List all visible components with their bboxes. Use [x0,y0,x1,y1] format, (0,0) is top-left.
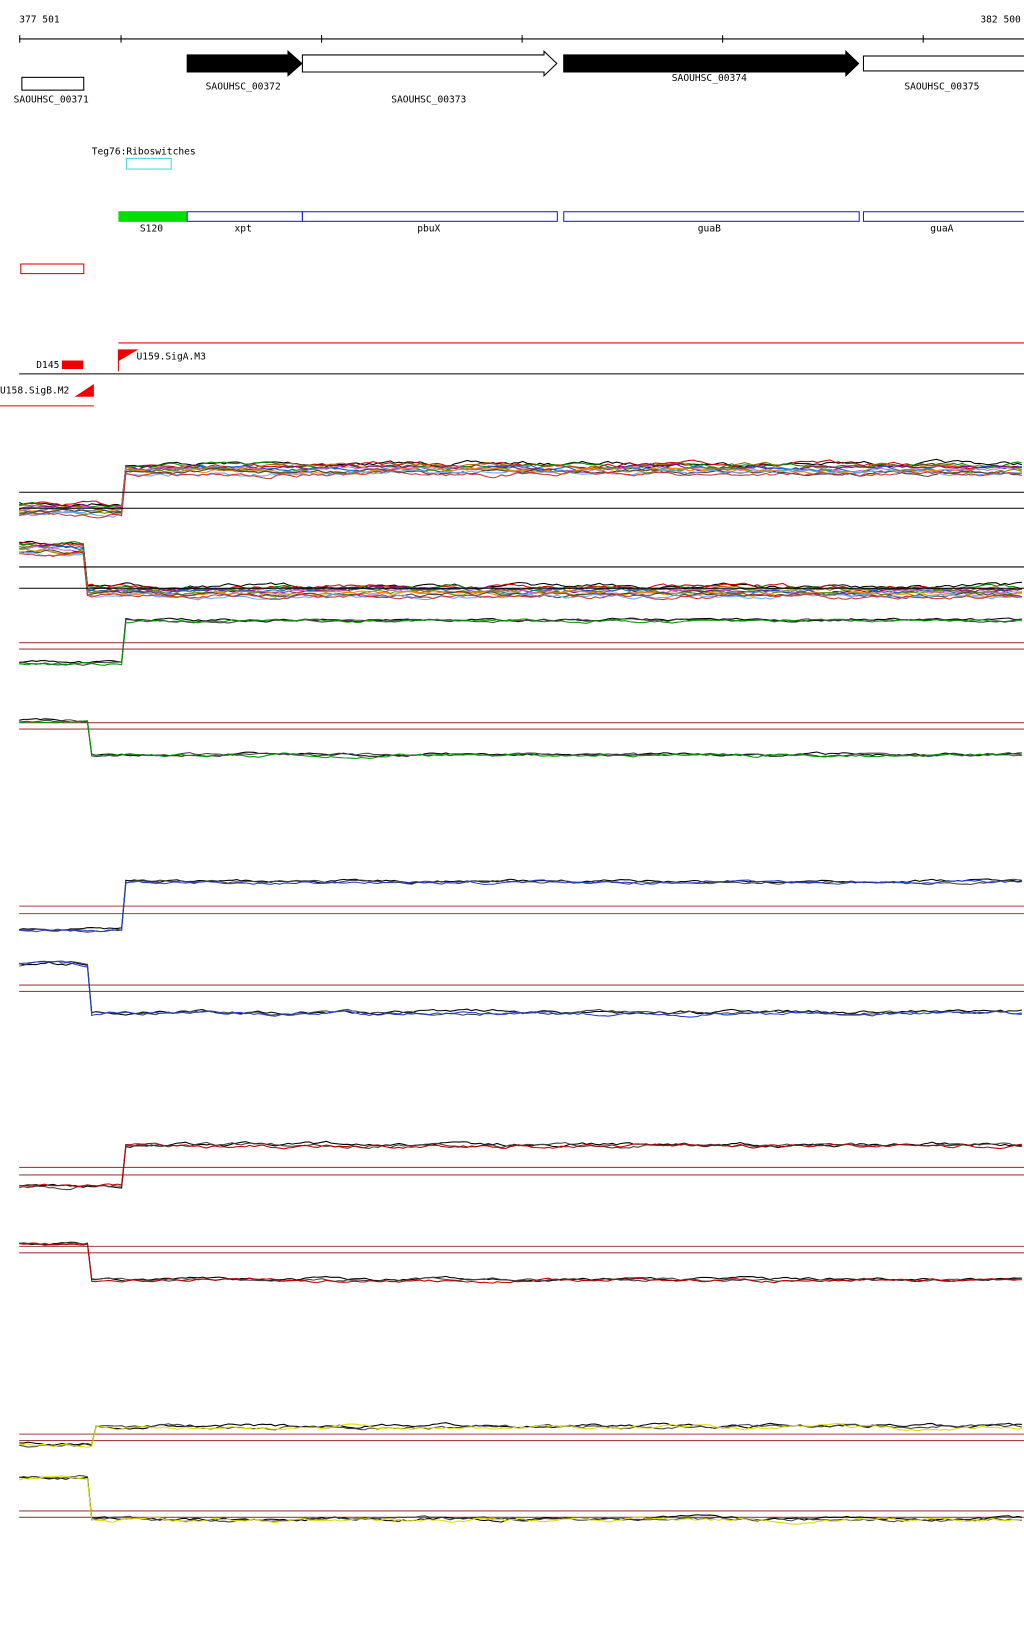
expression-line [19,879,1022,933]
expression-line [19,719,1022,758]
ruler-end: 382 500 [980,14,1021,25]
expression-line [19,617,1022,664]
operon-label: S120 [140,223,163,234]
expression-line [19,1242,1022,1284]
gene-label: SAOUHSC_00373 [391,94,466,105]
promoter-label: U159.SigA.M3 [137,351,207,362]
operon-label: guaA [930,223,953,234]
expression-line [19,467,1022,515]
gene-label: SAOUHSC_00372 [206,82,281,93]
gene-box [862,55,1024,72]
expression-line [19,468,1022,518]
gene-label: SAOUHSC_00371 [14,94,89,105]
riboswitch-label: Teg76:Riboswitches [92,147,196,158]
expression-line [19,720,1022,760]
promoter-flag [117,349,139,372]
expression-line [19,458,1023,507]
expression-line [19,547,1022,598]
promoter-label: U158.SigB.M2 [0,386,69,397]
expression-line [19,878,1022,932]
gene-arrow [301,49,558,77]
operon-genes [186,211,1024,222]
expression-line [19,1475,1022,1525]
gene-label: SAOUHSC_00375 [904,82,979,93]
expression-line [19,1141,1022,1191]
expression-tracks [19,458,1024,1525]
expression-line [19,718,1022,757]
ruler-start: 377 501 [19,14,60,25]
promoter-label: D145 [36,360,59,371]
expression-line [19,550,1022,601]
gene-arrow [563,49,860,77]
operon-label: pbuX [417,223,440,234]
operon-label: xpt [235,223,252,234]
expression-line [19,1140,1022,1189]
expression-line [19,1475,1022,1523]
operon-label: guaB [698,223,721,234]
expression-line [19,466,1022,514]
promoter-mark [61,360,84,370]
expression-line [19,618,1022,666]
expression-line [19,1422,1022,1448]
gene-label: SAOUHSC_00374 [672,73,747,84]
expression-line [19,961,1022,1016]
riboswitch-box [125,157,172,170]
region-box [20,263,85,275]
expression-line [19,1142,1022,1189]
gene-box [21,76,85,91]
expression-line [19,469,1022,519]
expression-line [19,466,1023,516]
expression-line [19,1241,1022,1282]
expression-line [19,1474,1022,1523]
ruler [19,35,1024,43]
promoter-flag [74,384,94,397]
expression-line [19,960,1022,1016]
expression-line [19,1242,1022,1283]
expression-line [19,960,1022,1018]
operon-utr [118,211,187,222]
gene-arrow [186,50,303,77]
expression-line [19,545,1022,595]
expression-line [19,543,1023,596]
expression-line [19,618,1022,666]
expression-line [19,540,1022,592]
